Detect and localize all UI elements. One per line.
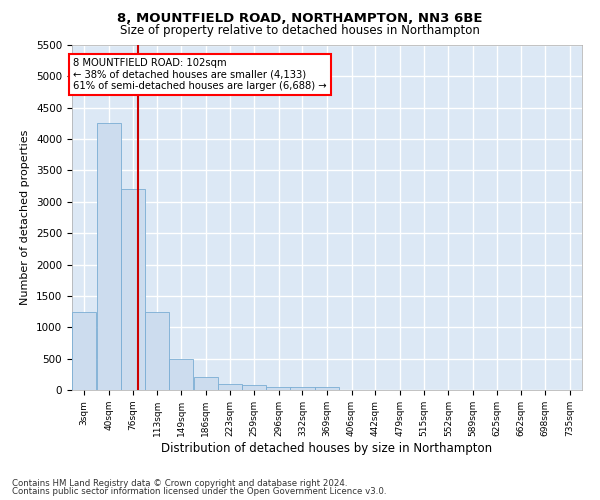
Text: Contains public sector information licensed under the Open Government Licence v3: Contains public sector information licen…: [12, 487, 386, 496]
Bar: [121, 190, 145, 390]
Text: Size of property relative to detached houses in Northampton: Size of property relative to detached ho…: [120, 24, 480, 37]
Bar: [315, 387, 339, 390]
Text: Contains HM Land Registry data © Crown copyright and database right 2024.: Contains HM Land Registry data © Crown c…: [12, 478, 347, 488]
Y-axis label: Number of detached properties: Number of detached properties: [20, 130, 31, 305]
Bar: [72, 312, 97, 390]
Bar: [218, 384, 242, 390]
X-axis label: Distribution of detached houses by size in Northampton: Distribution of detached houses by size …: [161, 442, 493, 454]
Bar: [97, 124, 121, 390]
Bar: [194, 378, 218, 390]
Bar: [242, 386, 266, 390]
Bar: [169, 358, 193, 390]
Text: 8, MOUNTFIELD ROAD, NORTHAMPTON, NN3 6BE: 8, MOUNTFIELD ROAD, NORTHAMPTON, NN3 6BE: [117, 12, 483, 26]
Bar: [145, 312, 169, 390]
Text: 8 MOUNTFIELD ROAD: 102sqm
← 38% of detached houses are smaller (4,133)
61% of se: 8 MOUNTFIELD ROAD: 102sqm ← 38% of detac…: [73, 58, 327, 90]
Bar: [266, 387, 290, 390]
Bar: [290, 387, 314, 390]
